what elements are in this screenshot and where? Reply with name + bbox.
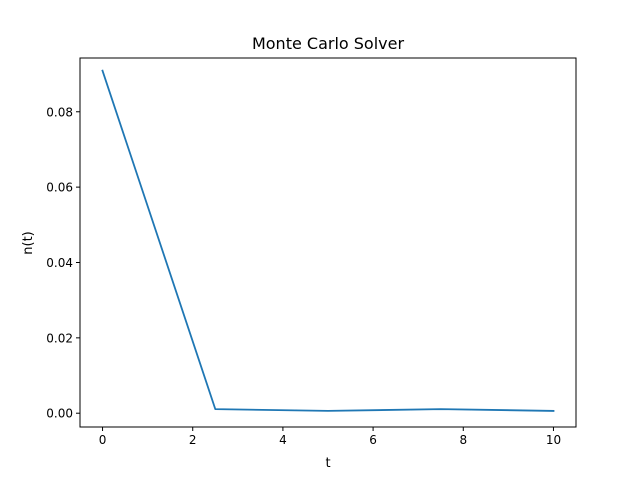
y-tick-label: 0.00 xyxy=(46,407,73,421)
plot-frame xyxy=(79,57,577,428)
x-tick-label: 8 xyxy=(459,433,467,447)
y-tick-label: 0.02 xyxy=(46,331,73,345)
plot-area xyxy=(101,69,555,412)
x-tick-label: 2 xyxy=(189,433,197,447)
x-tick-label: 4 xyxy=(279,433,287,447)
y-tick-label: 0.04 xyxy=(46,256,73,270)
chart-title: Monte Carlo Solver xyxy=(252,34,405,53)
x-axis-label: t xyxy=(325,456,330,471)
y-axis: 0.00 0.02 0.04 0.06 0.08 xyxy=(46,105,80,421)
y-tick-label: 0.08 xyxy=(46,105,73,119)
y-axis-label: n(t) xyxy=(21,231,36,254)
x-tick-label: 10 xyxy=(546,433,561,447)
x-tick-label: 0 xyxy=(99,433,107,447)
series-line-0 xyxy=(101,69,555,412)
x-tick-label: 6 xyxy=(369,433,377,447)
y-tick-label: 0.06 xyxy=(46,181,73,195)
x-axis: 0 2 4 6 8 10 xyxy=(99,427,561,447)
